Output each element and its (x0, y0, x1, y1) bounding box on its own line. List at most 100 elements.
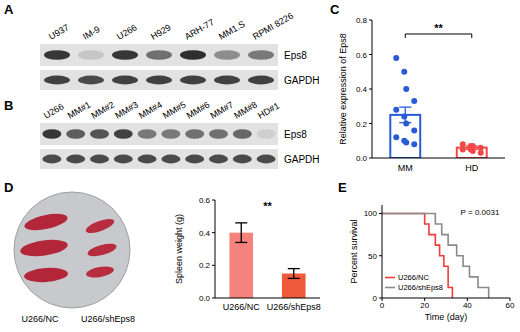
row-label: Eps8 (284, 50, 307, 61)
lane-label: H929 (149, 22, 173, 41)
error-cap (288, 268, 300, 269)
bar-chart: MMHD0.00.20.40.60.8Relative expression o… (338, 16, 505, 173)
y-axis-title: Percent survival (349, 219, 359, 283)
x-axis (382, 298, 510, 299)
error-bar (288, 269, 300, 279)
blot-strip (40, 123, 278, 145)
x-tick-label: 60 (506, 301, 515, 310)
error-cap (235, 222, 247, 223)
band (114, 155, 133, 164)
survival-chart: 0204060Time (day)050100Percent survivalU… (349, 205, 515, 322)
significance: ** (434, 22, 443, 34)
spleen (24, 266, 69, 283)
row-label: GAPDH (284, 154, 320, 165)
y-tick-label: 0.2 (356, 120, 368, 129)
legend-swatch (385, 287, 395, 289)
x-axis-title: Time (day) (425, 312, 468, 322)
y-tick-label: 0.0 (199, 294, 211, 303)
error-line (405, 107, 406, 123)
blot-strip (40, 70, 278, 90)
error-bar (399, 107, 411, 123)
plot-area (390, 55, 486, 158)
band (257, 155, 276, 164)
x-tick-label: 40 (463, 301, 472, 310)
panel-label: D (4, 180, 13, 195)
panel-label: E (338, 180, 347, 195)
band (180, 76, 206, 85)
lane-label: MM#2 (90, 100, 117, 121)
band (114, 129, 133, 139)
y-tick (212, 200, 215, 201)
x-tick-label: 20 (420, 301, 429, 310)
lane-label: MM#4 (137, 100, 164, 121)
error-cap (288, 278, 300, 279)
y-tick-label: 0.4 (356, 85, 368, 94)
band (214, 50, 240, 60)
x-axis (215, 298, 320, 299)
y-axis (382, 205, 383, 298)
band (138, 155, 157, 164)
row-label: GAPDH (284, 75, 320, 86)
x-tick-label: 0 (380, 301, 385, 310)
photo-label: U266/NC (21, 314, 59, 324)
band (42, 155, 61, 164)
band (161, 155, 180, 164)
data-point (403, 121, 409, 127)
spleen-photo: U266/NCU266/shEps8 (14, 192, 135, 324)
legend-swatch (385, 277, 395, 279)
band (42, 129, 61, 139)
lane-label: MM#6 (185, 100, 212, 121)
band (214, 76, 240, 85)
band (209, 155, 228, 164)
western-blot: U937IM-9U266H929ARH-77MM1.SRPMI 8226Eps8… (40, 11, 320, 90)
x-tick-label: MM (398, 163, 413, 173)
data-point (478, 150, 484, 156)
panel-label: B (4, 98, 13, 113)
blot-strip (40, 149, 278, 169)
y-tick (369, 158, 372, 159)
data-point (401, 69, 407, 75)
x-tick-label: HD (465, 163, 478, 173)
dish (14, 192, 130, 308)
band (146, 50, 172, 60)
lane-label: MM#1 (66, 100, 93, 121)
spleen (19, 237, 69, 259)
y-tick (369, 20, 372, 21)
y-tick (369, 54, 372, 55)
y-tick (212, 265, 215, 266)
lane-label: MM#8 (232, 100, 259, 121)
y-tick-label: 0 (373, 294, 378, 303)
y-axis (215, 200, 216, 298)
band (66, 155, 85, 164)
band (248, 50, 274, 60)
error-cap (466, 145, 478, 146)
data-point (393, 107, 399, 113)
band (233, 129, 252, 139)
band (146, 76, 172, 85)
panel-label: A (4, 2, 14, 17)
error-cap (235, 242, 247, 243)
band (209, 129, 228, 139)
band (185, 129, 204, 139)
significance: ** (263, 200, 272, 212)
bar-chart: U266/NCU266/shEps80.00.20.40.6Spleen wei… (174, 196, 321, 312)
y-tick-label: 0.4 (199, 229, 211, 238)
band (44, 76, 70, 85)
y-tick (212, 298, 215, 299)
survival-line (382, 213, 489, 298)
lane-label: U937 (47, 22, 71, 41)
error-line (293, 269, 294, 279)
western-blot: U266MM#1MM#2MM#3MM#4MM#5MM#6MM#7MM#8HD#1… (40, 100, 320, 169)
data-point (460, 146, 466, 152)
data-point (478, 145, 484, 151)
bar (229, 233, 253, 298)
lane-label: IM-9 (81, 24, 102, 42)
data-point (460, 141, 466, 147)
band (44, 50, 70, 60)
y-tick-label: 50 (368, 252, 377, 261)
band (78, 50, 104, 60)
band (161, 129, 180, 139)
y-tick-label: 0.6 (356, 51, 368, 60)
y-tick-label: 0.8 (356, 16, 368, 25)
y-tick-label: 100 (364, 209, 378, 218)
